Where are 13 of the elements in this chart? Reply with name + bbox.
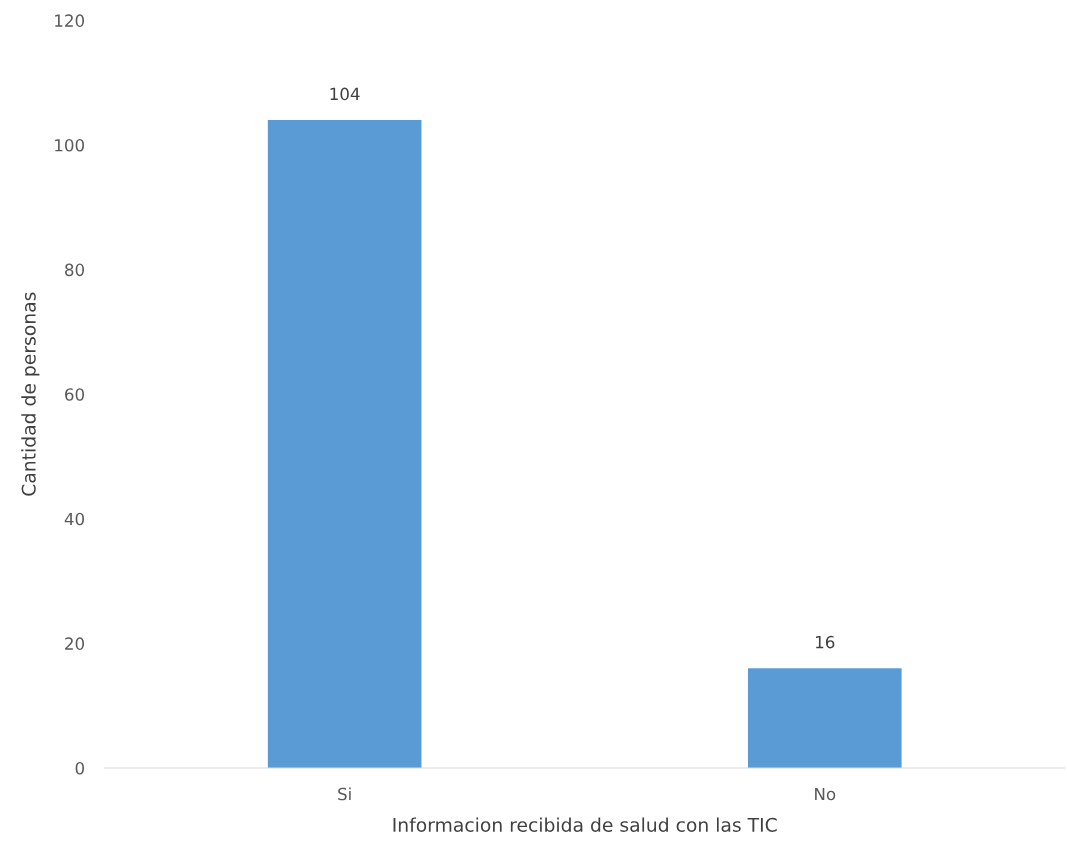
x-tick-label: Si bbox=[338, 787, 351, 801]
data-label: 16 bbox=[816, 635, 835, 649]
x-tick-label: No bbox=[815, 787, 836, 801]
y-axis-title: Cantidad de personas bbox=[21, 292, 40, 496]
y-tick-label: 100 bbox=[55, 138, 85, 152]
data-label: 104 bbox=[330, 87, 360, 101]
y-tick-label: 120 bbox=[55, 14, 85, 27]
y-tick-label: 20 bbox=[65, 637, 85, 650]
y-tick-label: 40 bbox=[64, 512, 85, 526]
y-tick-label: 0 bbox=[75, 761, 85, 775]
y-tick-label: 80 bbox=[65, 263, 85, 277]
y-tick-label: 60 bbox=[65, 388, 85, 401]
x-axis-title: Informacion recibida de salud con las TIC bbox=[393, 817, 777, 832]
